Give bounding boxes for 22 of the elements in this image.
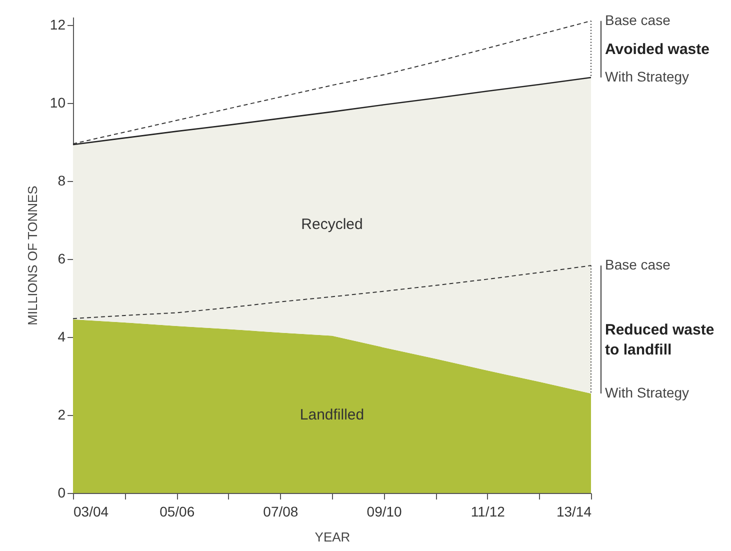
- x-tick-label: 07/08: [263, 504, 298, 520]
- x-tick-label: 13/14: [556, 504, 592, 520]
- x-tick-label: 09/10: [366, 504, 402, 520]
- y-tick-label: 10: [50, 94, 66, 110]
- text: With Strategy: [605, 384, 690, 401]
- x-tick-label: 11/12: [470, 504, 506, 520]
- text: Avoided waste: [605, 41, 710, 58]
- x-tick-label: 03/04: [74, 504, 109, 520]
- y-tick-label: 8: [58, 172, 66, 188]
- x-tick-label: 05/06: [160, 504, 195, 520]
- y-tick-label: 2: [58, 406, 66, 422]
- text: Reduced waste to landfill: [605, 322, 714, 359]
- y-axis-title: MILLIONS OF TONNES: [24, 185, 40, 326]
- text: Base case: [605, 256, 671, 273]
- y-tick-label: 0: [58, 484, 66, 500]
- x-axis-title: YEAR: [314, 530, 350, 544]
- text: With Strategy: [605, 68, 690, 84]
- y-tick-label: 4: [58, 328, 66, 344]
- y-tick-label: 12: [50, 16, 66, 32]
- text: Base case: [605, 12, 671, 28]
- y-tick-label: 6: [58, 250, 66, 266]
- series-label: Recycled: [301, 216, 363, 233]
